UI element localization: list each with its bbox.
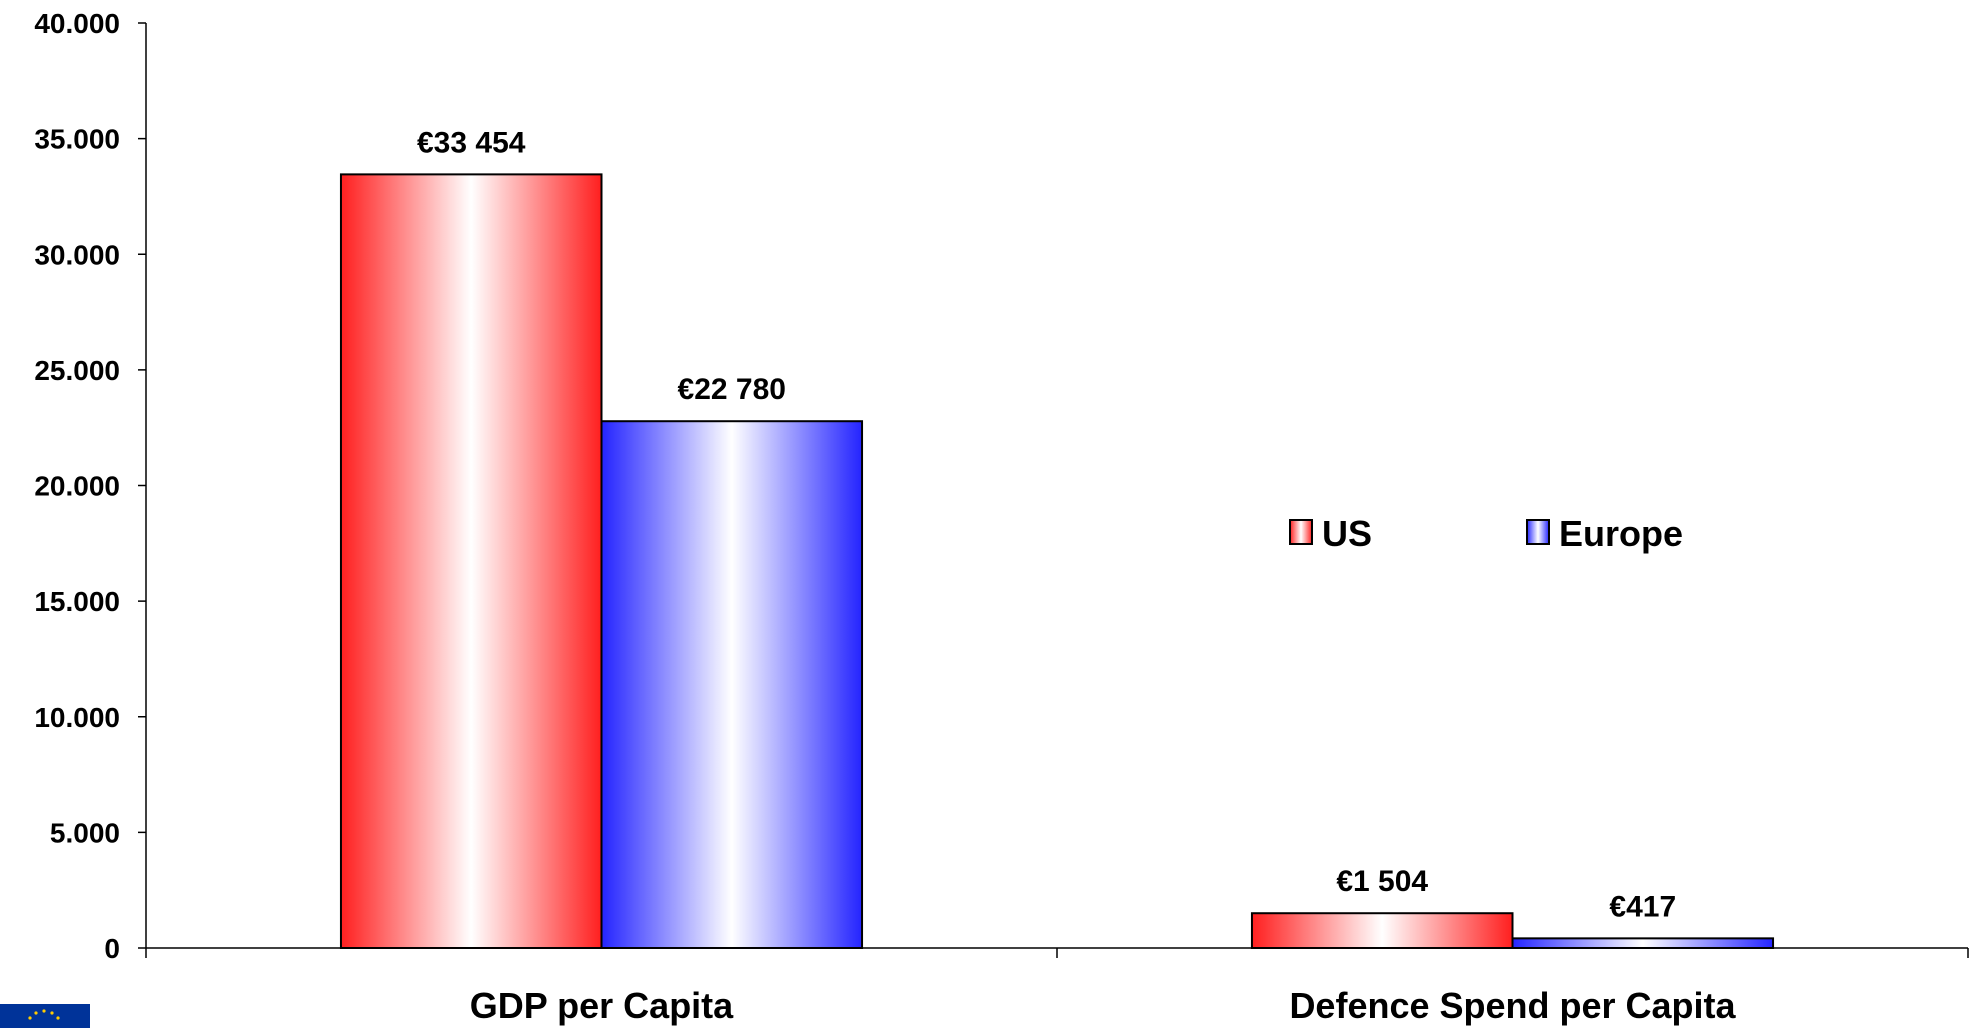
data-label-us-1: €33 454: [417, 126, 526, 159]
y-tick-label: 0: [104, 933, 120, 964]
y-tick-label: 20.000: [34, 471, 120, 502]
legend: US Europe: [1289, 513, 1683, 554]
data-label-us-2: €1 504: [1336, 865, 1428, 898]
y-tick-label: 15.000: [34, 586, 120, 617]
category-label-1: GDP per Capita: [470, 985, 734, 1026]
y-tick-label: 35.000: [34, 124, 120, 155]
legend-swatch-europe: [1526, 519, 1550, 545]
y-tick-label: 10.000: [34, 702, 120, 733]
data-label-europe-2: €417: [1609, 890, 1676, 923]
eu-flag-logo: [0, 1004, 90, 1028]
bar-us-2: [1250, 912, 1514, 949]
legend-label-us: US: [1322, 513, 1372, 554]
data-labels: €33 454 €22 780 €1 504 €417: [417, 126, 1676, 923]
category-label-2: Defence Spend per Capita: [1289, 985, 1736, 1026]
legend-swatch-us: [1289, 519, 1313, 545]
category-labels: GDP per Capita Defence Spend per Capita: [470, 985, 1737, 1026]
y-tick-label: 25.000: [34, 355, 120, 386]
y-tick-label: 40.000: [34, 8, 120, 39]
x-axis: [145, 947, 1969, 958]
data-label-europe-1: €22 780: [678, 373, 786, 406]
y-axis: 0 5.000 10.000 15.000 20.000 25.000 30.000 35.0…: [34, 8, 147, 964]
legend-label-europe: Europe: [1559, 513, 1683, 554]
bar-europe-2: [1511, 937, 1775, 949]
bar-europe-1: [600, 420, 864, 949]
bars: [339, 173, 1775, 950]
y-tick-label: 5.000: [50, 817, 120, 848]
bar-us-1: [339, 173, 603, 950]
y-tick-label: 30.000: [34, 239, 120, 270]
